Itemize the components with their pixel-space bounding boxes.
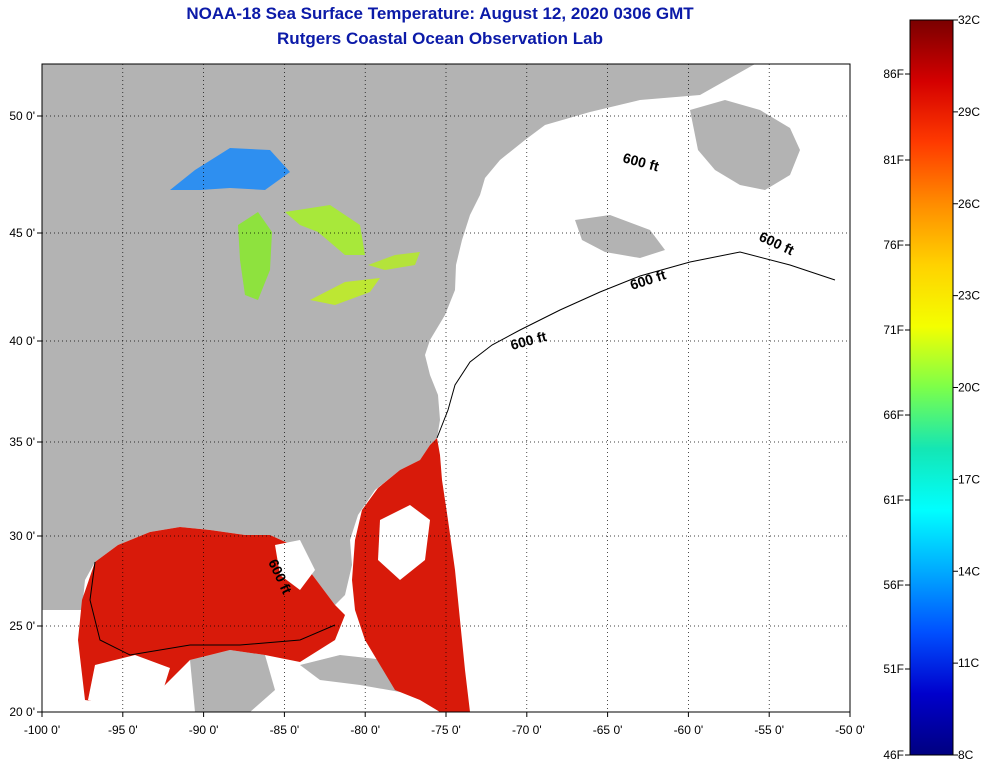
land-newfoundland — [690, 100, 800, 190]
map-title: NOAA-18 Sea Surface Temperature: August … — [186, 4, 694, 23]
colorbar-celsius-label: 20C — [958, 381, 980, 395]
colorbar-fahrenheit-labels: 86F 81F 76F 71F 66F 61F 56F 51F 46F — [883, 67, 910, 762]
colorbar-celsius-label: 17C — [958, 472, 980, 486]
colorbar-celsius-label: 11C — [958, 656, 979, 670]
land-yucatan — [190, 650, 275, 712]
lon-tick-label: -85 0' — [270, 723, 300, 737]
depth-contour-600ft — [89, 561, 336, 656]
colorbar-celsius-label: 26C — [958, 197, 980, 211]
colorbar-fahrenheit-label: 61F — [883, 493, 904, 507]
lat-tick-label: 30 0' — [9, 529, 35, 543]
colorbar-fahrenheit-label: 71F — [883, 323, 904, 337]
lat-tick-label: 45 0' — [9, 226, 35, 240]
lake-huron — [285, 205, 365, 255]
lon-tick-label: -70 0' — [512, 723, 542, 737]
lake-ontario — [368, 252, 420, 270]
lon-tick-label: -90 0' — [189, 723, 219, 737]
land-mass — [42, 64, 755, 610]
lake-erie — [310, 278, 380, 305]
lat-tick-label: 20 0' — [9, 705, 35, 719]
lon-tick-label: -75 0' — [431, 723, 461, 737]
latitude-axis: 50 0' 45 0' 40 0' 35 0' 30 0' 25 0' 20 0' — [9, 109, 42, 719]
lon-tick-label: -100 0' — [24, 723, 60, 737]
colorbar-fahrenheit-label: 86F — [883, 67, 904, 81]
cloud-patch — [275, 540, 315, 590]
lon-tick-label: -65 0' — [593, 723, 623, 737]
colorbar-celsius-labels: 32C 29C 26C 23C 20C 17C 14C 11C 8C — [953, 13, 980, 762]
longitude-axis: -100 0' -95 0' -90 0' -85 0' -80 0' -75 0' -70… — [24, 712, 865, 737]
colorbar-gradient — [909, 19, 954, 756]
land-nova-scotia — [575, 215, 665, 258]
lon-tick-label: -80 0' — [350, 723, 380, 737]
lon-tick-label: -55 0' — [754, 723, 784, 737]
colorbar-fahrenheit-label: 56F — [883, 578, 904, 592]
lat-tick-label: 50 0' — [9, 109, 35, 123]
colorbar-celsius-label: 8C — [958, 748, 974, 762]
lat-tick-label: 25 0' — [9, 619, 35, 633]
colorbar-celsius-label: 29C — [958, 105, 980, 119]
colorbar-fahrenheit-label: 51F — [883, 662, 904, 676]
colorbar-fahrenheit-label: 46F — [883, 748, 904, 762]
lon-tick-label: -50 0' — [835, 723, 865, 737]
lake-superior — [170, 148, 290, 190]
lat-tick-label: 40 0' — [9, 334, 35, 348]
colorbar-fahrenheit-label: 81F — [883, 153, 904, 167]
colorbar-celsius-label: 14C — [958, 564, 980, 578]
lon-tick-label: -95 0' — [108, 723, 138, 737]
lon-tick-label: -60 0' — [674, 723, 704, 737]
colorbar-celsius-label: 23C — [958, 289, 980, 303]
colorbar-fahrenheit-label: 76F — [883, 238, 904, 252]
lake-michigan — [238, 212, 272, 300]
sst-atlantic-east-coast — [352, 438, 470, 712]
cloud-patch — [378, 505, 430, 580]
colorbar-celsius-label: 32C — [958, 13, 980, 27]
graticule — [42, 64, 850, 712]
map-subtitle: Rutgers Coastal Ocean Observation Lab — [277, 29, 603, 48]
depth-contour-600ft — [436, 251, 836, 439]
colorbar-fahrenheit-label: 66F — [883, 408, 904, 422]
lat-tick-label: 35 0' — [9, 435, 35, 449]
cloud-patch — [88, 655, 170, 710]
